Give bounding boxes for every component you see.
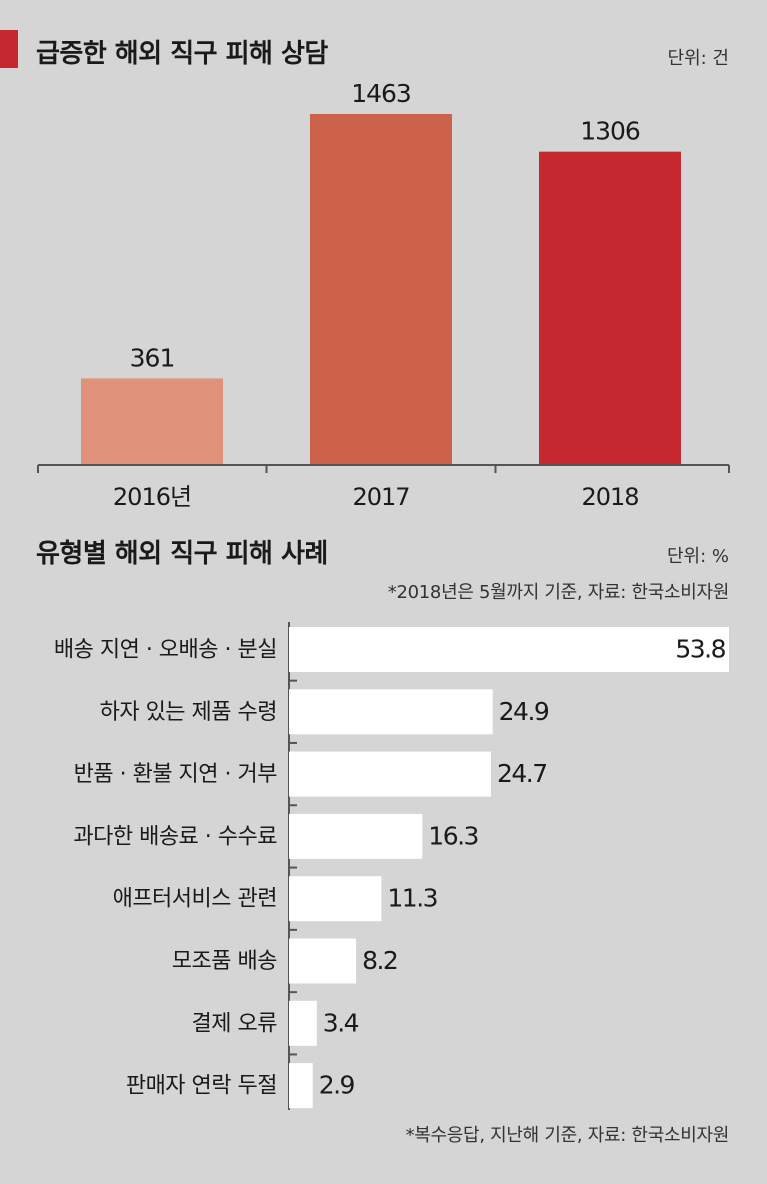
hbar-7 [289,1063,313,1109]
bar-2 [539,151,681,466]
y-category-label-4: 애프터서비스 관련 [113,887,277,912]
hbar-value-label-6: 3.4 [323,1008,359,1037]
hbar-value-label-3: 16.3 [428,821,478,850]
hbar-0 [289,627,729,672]
bottom-chart-title: 유형별 해외 직구 피해 사례 [36,539,328,569]
bar-value-label-2: 1306 [580,117,640,146]
y-category-label-1: 하자 있는 제품 수령 [100,700,277,725]
hbar-value-label-4: 11.3 [387,884,437,913]
hbar-value-label-1: 24.9 [499,697,549,726]
hbar-value-label-0: 53.8 [675,635,725,664]
y-category-label-3: 과다한 배송료 · 수수료 [73,824,277,849]
bar-value-label-1: 1463 [351,79,411,108]
hbar-4 [289,876,382,922]
hbar-1 [289,689,493,735]
bar-1 [310,114,452,465]
hbar-value-label-7: 2.9 [319,1071,355,1100]
hbar-5 [289,938,357,984]
hbar-6 [289,1000,317,1046]
top-bar-chart: 361 2016년 1463 2017 1306 2018 [37,79,730,511]
y-category-label-0: 배송 지연 · 오배송 · 분실 [54,638,277,663]
bottom-chart-unit: 단위: % [666,546,729,567]
top-chart-unit: 단위: 건 [667,48,729,69]
top-chart-title: 급증한 해외 직구 피해 상담 [36,39,328,69]
y-category-label-6: 결제 오류 [192,1011,278,1036]
hbar-value-label-5: 8.2 [362,946,397,975]
bottom-chart-footnote: *복수응답, 지난해 기준, 자료: 한국소비자원 [405,1125,730,1146]
hbar-value-label-2: 24.7 [497,759,547,788]
hbar-3 [289,813,423,859]
x-tick-label-1: 2017 [352,483,409,511]
bottom-chart-source-note: *2018년은 5월까지 기준, 자료: 한국소비자원 [387,582,730,603]
bar-0 [81,378,223,465]
hbar-2 [289,751,492,797]
accent-bar [0,30,18,68]
y-category-label-7: 판매자 연락 두절 [126,1074,277,1099]
x-tick-label-0: 2016년 [113,483,191,511]
bar-value-label-0: 361 [130,343,175,372]
y-category-label-5: 모조품 배송 [172,949,277,974]
x-tick-label-2: 2018 [581,483,638,511]
y-category-label-2: 반품 · 환불 지연 · 거부 [74,762,278,787]
